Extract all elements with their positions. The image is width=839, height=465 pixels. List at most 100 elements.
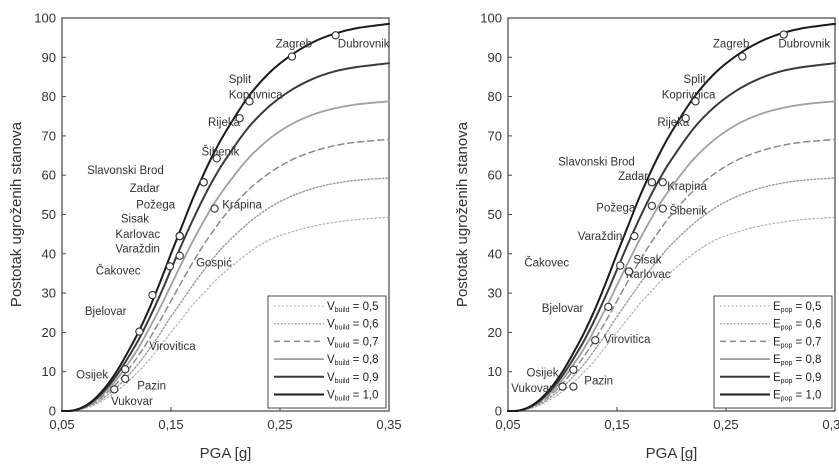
city-label: Sisak [121, 213, 149, 225]
legend-subscript: build [335, 325, 350, 332]
city-marker [591, 336, 600, 345]
city-marker [647, 201, 657, 211]
legend-box [267, 295, 387, 409]
chart-panel-right: 0 10 20 30 40 50 60 70 80 90 100 0,05 0,15 0,25 0,35 PG… [454, 11, 839, 463]
city-label: Rijeka [208, 117, 241, 129]
series-line-5 [507, 62, 836, 413]
city-label: Šibenik [202, 146, 240, 159]
x-tick-label: 0,05 [49, 417, 74, 432]
legend-symbol: V [327, 390, 335, 402]
y-axis-label: Postotak ugroženih stanova [454, 121, 471, 307]
city-label: Krapina [222, 200, 262, 212]
city-marker [175, 231, 184, 241]
city-label: Vukovar [511, 383, 553, 395]
y-tick-label: 10 [488, 364, 502, 379]
legend-value: = 0,5 [792, 301, 821, 313]
y-tick-label: 20 [42, 325, 56, 340]
city-marker [658, 204, 667, 213]
y-tick-label: 50 [488, 207, 502, 222]
city-label: Varaždin [578, 231, 623, 243]
city-label: Split [229, 74, 252, 86]
city-label: Šibenik [669, 205, 707, 218]
city-label: Pazin [137, 380, 166, 392]
legend-symbol: V [327, 301, 335, 313]
x-tick-label: 0,25 [267, 417, 292, 432]
legend-subscript: pop [781, 378, 793, 385]
city-marker [121, 365, 130, 374]
legend-symbol: V [327, 372, 335, 384]
x-tick-label: 0,05 [495, 417, 520, 432]
legend-entry: Epop = 0,6 [773, 319, 821, 332]
legend-symbol: E [773, 301, 781, 313]
city-label: Varaždin [115, 244, 160, 256]
y-tick-label: 60 [42, 168, 56, 183]
legend-value: = 0,9 [349, 372, 378, 384]
city-marker [569, 382, 578, 391]
legend-value: = 0,7 [792, 336, 821, 348]
legend-value: = 0,5 [349, 301, 378, 313]
legend-entry: Epop = 0,8 [773, 354, 821, 367]
y-tick-label: 100 [34, 11, 56, 26]
x-tick-label: 0,35 [822, 417, 839, 432]
city-marker [604, 302, 613, 312]
legend-symbol: E [773, 372, 781, 384]
legend-entry: Vbuild = 0,6 [327, 319, 379, 332]
city-label: Čakovec [96, 265, 141, 278]
city-marker [691, 97, 700, 106]
y-tick-label: 70 [488, 128, 502, 143]
city-label: Koprivnica [662, 90, 716, 102]
y-tick-label: 80 [488, 89, 502, 104]
series-line-1 [61, 216, 390, 412]
legend-subscript: pop [781, 396, 793, 403]
city-marker [630, 231, 639, 241]
city-marker [121, 374, 130, 383]
city-marker [135, 327, 144, 336]
legend-symbol: E [773, 319, 781, 331]
city-label: Dubrovnik [778, 39, 830, 51]
city-label: Pazin [584, 375, 613, 387]
legend-subscript: build [335, 307, 350, 314]
x-tick-label: 0,15 [158, 417, 183, 432]
city-label: Čakovec [524, 256, 569, 269]
y-tick-label: 30 [488, 286, 502, 301]
legend-subscript: build [335, 378, 350, 385]
legend-subscript: pop [781, 325, 793, 332]
x-tick-label: 0,25 [713, 417, 738, 432]
city-marker [212, 154, 221, 163]
legend-symbol: V [327, 336, 335, 348]
city-label: Zagreb [713, 39, 749, 51]
legend-subscript: pop [781, 307, 793, 314]
legend-entry: Vbuild = 0,9 [327, 372, 379, 385]
x-tick-label: 0,15 [604, 417, 629, 432]
city-label: Požega [136, 200, 176, 212]
legend-entry: Epop = 0,7 [773, 336, 821, 349]
series-line-5 [61, 62, 390, 413]
city-label: Dubrovnik [338, 39, 390, 51]
y-tick-label: 10 [42, 364, 56, 379]
y-tick-label: 40 [42, 246, 56, 261]
legend-value: = 1,0 [349, 390, 378, 402]
x-axis-label: PGA [g] [646, 445, 698, 462]
y-tick-label: 0 [495, 404, 502, 419]
legend-subscript: build [335, 342, 350, 349]
city-marker [199, 178, 208, 187]
city-marker [616, 261, 625, 270]
y-tick-label: 30 [42, 286, 56, 301]
city-marker [331, 31, 340, 40]
series-line-2 [61, 177, 390, 412]
legend-subscript: pop [781, 360, 793, 367]
legend-value: = 0,8 [792, 354, 821, 366]
city-label: Virovitica [604, 334, 651, 346]
city-label: Gospić [196, 257, 232, 269]
y-tick-label: 100 [480, 11, 502, 26]
legend-value: = 1,0 [792, 390, 821, 402]
legend-value: = 0,6 [349, 319, 378, 331]
city-marker [235, 114, 244, 123]
legend-box [713, 295, 833, 409]
legend-entry: Vbuild = 1,0 [327, 390, 379, 403]
series-line-6 [61, 22, 390, 413]
city-marker [658, 178, 667, 187]
city-marker [165, 262, 175, 271]
city-marker [210, 204, 219, 213]
city-marker [175, 251, 184, 260]
